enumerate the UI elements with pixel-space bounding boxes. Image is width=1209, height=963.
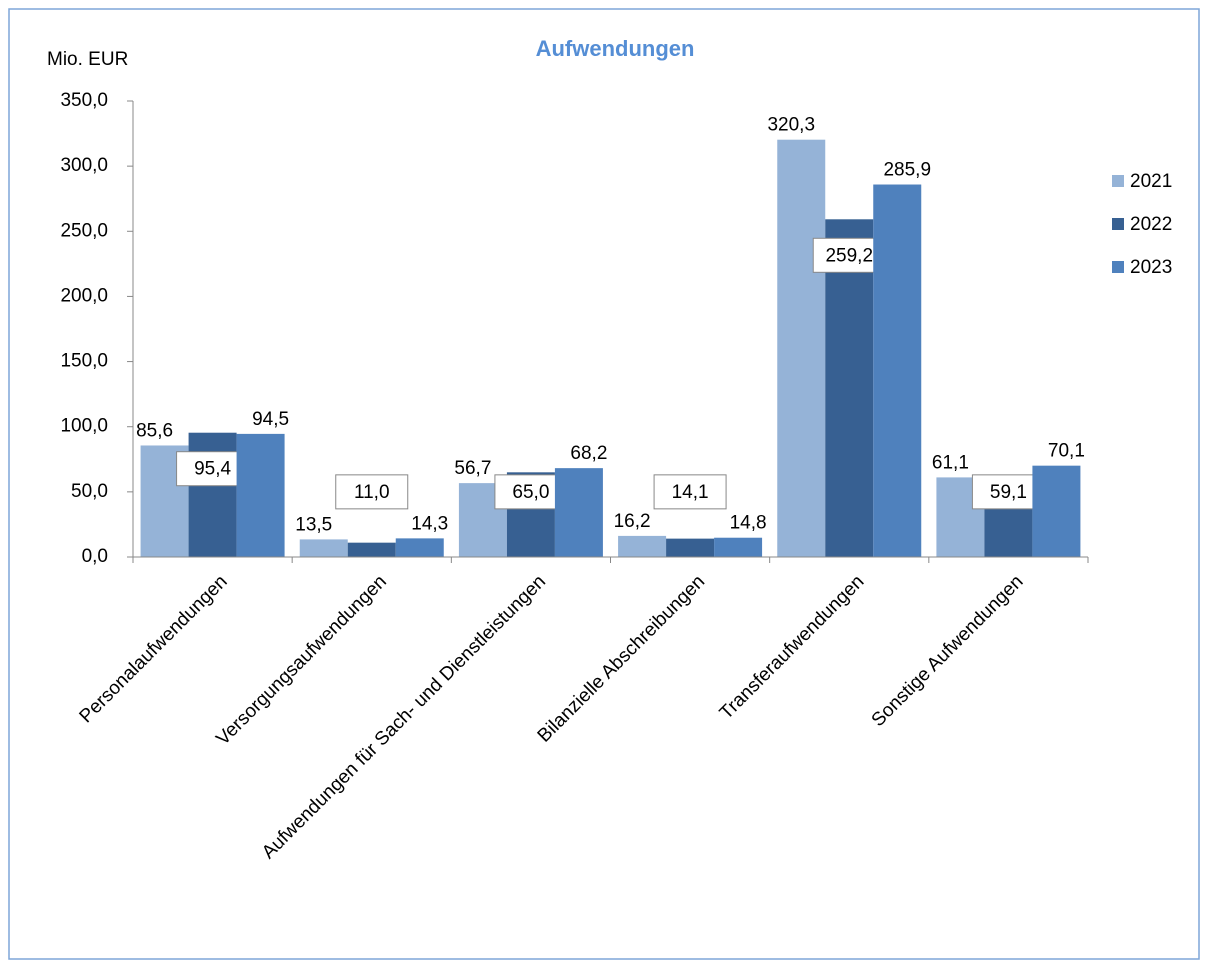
y-tick-label: 300,0 — [60, 155, 108, 176]
data-label: 56,7 — [454, 458, 491, 479]
legend-label: 2023 — [1130, 257, 1172, 278]
chart-title: Aufwendungen — [536, 36, 695, 61]
bar — [347, 542, 396, 557]
data-label: 14,1 — [672, 482, 709, 503]
bar — [714, 537, 763, 557]
bar — [618, 535, 667, 557]
data-label-box — [494, 474, 568, 510]
data-label: 70,1 — [1048, 441, 1085, 462]
y-tick-label: 200,0 — [60, 285, 108, 306]
y-tick-label: 150,0 — [60, 351, 108, 372]
y-tick-label: 50,0 — [71, 481, 108, 502]
legend-swatch — [1112, 218, 1124, 230]
y-tick-label: 0,0 — [82, 546, 108, 567]
bar — [236, 433, 285, 557]
data-label: 16,2 — [614, 511, 651, 532]
bar — [825, 219, 874, 557]
bar — [299, 539, 348, 557]
y-tick-label: 350,0 — [60, 90, 108, 111]
data-label: 14,8 — [730, 513, 767, 534]
data-label: 95,4 — [194, 459, 231, 480]
data-label-box — [335, 474, 409, 510]
legend-swatch — [1112, 175, 1124, 187]
bar — [873, 184, 922, 558]
bar — [1032, 465, 1081, 557]
data-label: 285,9 — [883, 160, 931, 181]
data-label: 85,6 — [136, 420, 173, 441]
data-label: 11,0 — [354, 482, 390, 503]
data-label: 14,3 — [411, 513, 448, 534]
bar — [666, 538, 715, 557]
y-tick-label: 100,0 — [60, 416, 108, 437]
legend-label: 2022 — [1130, 214, 1172, 235]
data-label: 59,1 — [990, 482, 1027, 503]
y-axis-label: Mio. EUR — [47, 49, 128, 70]
legend-label: 2021 — [1130, 171, 1172, 192]
data-label: 61,1 — [932, 452, 969, 473]
legend-swatch — [1112, 261, 1124, 273]
bar — [395, 538, 444, 557]
data-label: 13,5 — [295, 514, 332, 535]
data-label: 94,5 — [252, 409, 289, 430]
data-label: 65,0 — [512, 482, 549, 503]
data-label: 320,3 — [767, 115, 815, 136]
bar — [554, 468, 603, 557]
data-label-box — [653, 474, 727, 510]
y-tick-label: 250,0 — [60, 220, 108, 241]
data-label: 259,2 — [825, 245, 873, 266]
data-label: 68,2 — [570, 443, 607, 464]
bar — [777, 139, 826, 557]
